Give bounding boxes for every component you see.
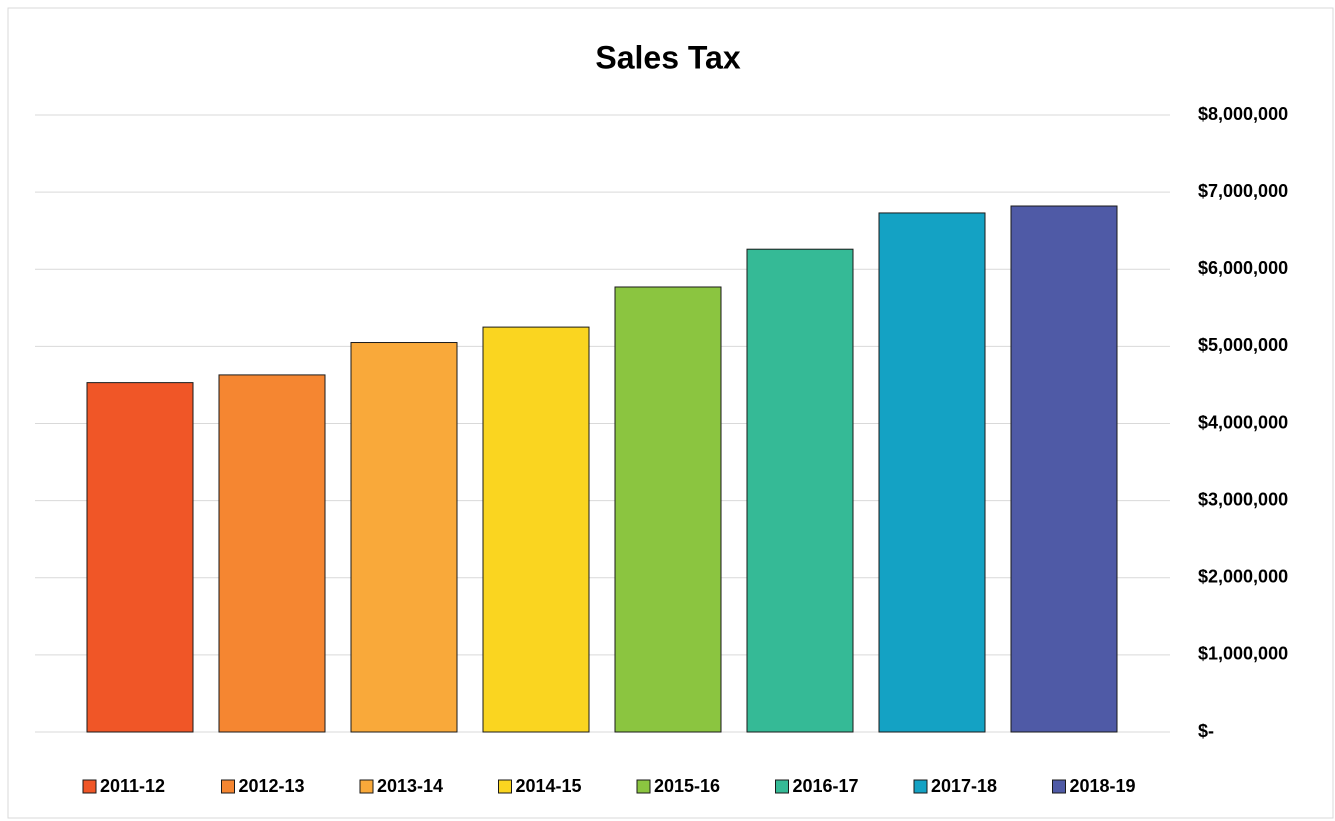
y-tick-label: $2,000,000 <box>1198 567 1288 587</box>
bar <box>746 248 854 733</box>
bar <box>614 286 722 733</box>
y-tick-label: $4,000,000 <box>1198 412 1288 432</box>
legend-label: 2013-14 <box>377 776 443 796</box>
bar <box>350 342 458 733</box>
y-tick-label: $8,000,000 <box>1198 104 1288 124</box>
legend-label: 2018-19 <box>1070 776 1136 796</box>
bar <box>878 212 986 733</box>
legend-swatch <box>498 779 512 794</box>
legend-swatch <box>775 779 789 794</box>
legend-swatch <box>82 779 97 794</box>
legend-swatch <box>636 779 651 794</box>
legend-swatch <box>221 779 235 794</box>
bar <box>218 374 326 733</box>
y-tick-label: $1,000,000 <box>1198 644 1288 664</box>
legend-label: 2017-18 <box>931 776 997 796</box>
legend-label: 2012-13 <box>239 776 305 796</box>
legend-label: 2011-12 <box>100 776 165 796</box>
legend-label: 2014-15 <box>516 776 582 796</box>
legend-swatch <box>913 779 928 794</box>
bar <box>86 382 194 733</box>
legend-label: 2015-16 <box>654 776 720 796</box>
y-tick-label: $7,000,000 <box>1198 181 1288 201</box>
y-tick-label: $3,000,000 <box>1198 489 1288 509</box>
legend-swatch <box>359 779 374 794</box>
y-tick-label: $- <box>1198 721 1214 741</box>
chart-title: Sales Tax <box>595 39 740 75</box>
legend-swatch <box>1052 779 1066 794</box>
bar <box>482 326 590 733</box>
bar <box>1010 205 1118 733</box>
y-tick-label: $5,000,000 <box>1198 335 1288 355</box>
legend-label: 2016-17 <box>793 776 859 796</box>
y-tick-label: $6,000,000 <box>1198 258 1288 278</box>
